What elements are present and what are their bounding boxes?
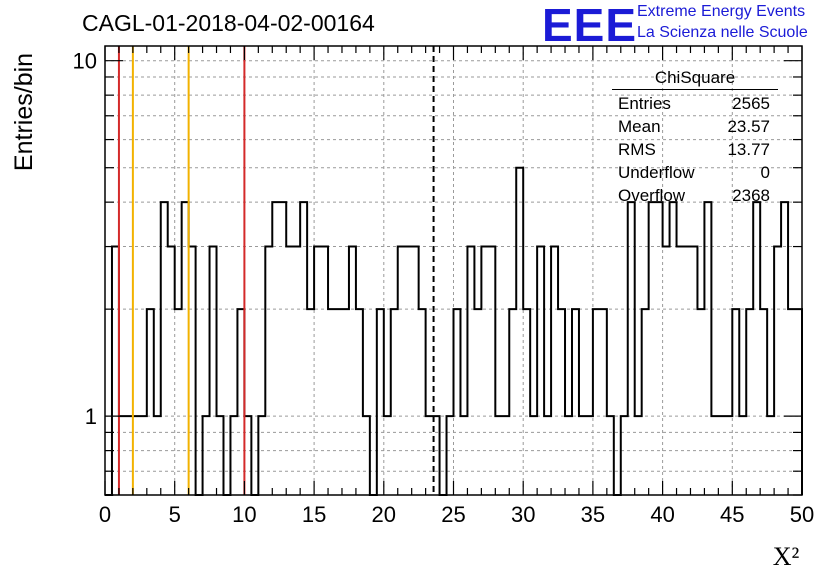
x-tick-label: 0 [99,502,111,527]
y-tick-label: 10 [73,49,97,74]
x-tick-label: 30 [511,502,535,527]
stat-value: 0 [760,163,770,182]
stat-label: Entries [618,94,671,113]
stat-value: 2565 [732,94,770,113]
x-tick-label: 40 [650,502,674,527]
stat-row-entries: Entries 2565 [612,92,778,115]
histogram-series [105,166,803,496]
stat-label: Underflow [618,163,695,182]
x-tick-label: 35 [581,502,605,527]
stats-title: ChiSquare [612,68,778,90]
x-tick-label: 15 [302,502,326,527]
eee-logo: EEE [542,0,638,51]
x-tick-label: 5 [169,502,181,527]
y-tick-label: 1 [85,404,97,429]
stat-value: 23.57 [727,117,770,136]
y-axis-label: Entries/bin [10,53,38,171]
stats-box: ChiSquare Entries 2565 Mean 23.57 RMS 13… [612,68,778,207]
stat-value: 2368 [732,186,770,205]
stat-label: Mean [618,117,661,136]
stat-label: Overflow [618,186,686,205]
x-axis-label: X² [773,542,800,571]
x-tick-label: 25 [441,502,465,527]
x-tick-label: 50 [790,502,814,527]
stat-row-mean: Mean 23.57 [612,115,778,138]
eee-logo-line2: La Scienza nelle Scuole [637,24,808,41]
stat-value: 13.77 [727,140,770,159]
eee-logo-line1: Extreme Energy Events [637,3,806,20]
x-tick-label: 20 [372,502,396,527]
x-tick-label: 45 [720,502,744,527]
plot-title: CAGL-01-2018-04-02-00164 [82,10,375,36]
stat-label: RMS [618,140,656,159]
stat-row-rms: RMS 13.77 [612,138,778,161]
x-tick-label: 10 [232,502,256,527]
stat-row-underflow: Underflow 0 [612,161,778,184]
stat-row-overflow: Overflow 2368 [612,184,778,207]
